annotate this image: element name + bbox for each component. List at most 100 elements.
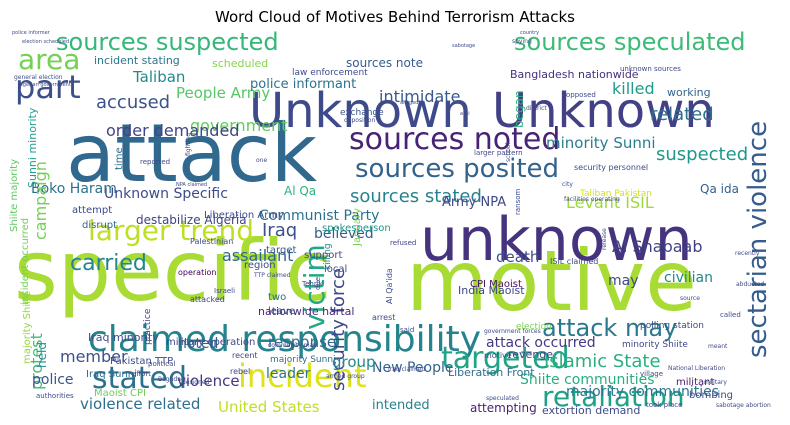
word: Shiite majority: [9, 159, 20, 232]
word: began: [512, 90, 526, 128]
word: claimed responsibility: [88, 319, 481, 360]
word: Unknown: [249, 83, 472, 139]
word: opposition: [344, 117, 375, 124]
word: Unknown Specific: [104, 186, 228, 202]
word: military operation: [166, 337, 255, 348]
word: sources stated: [350, 186, 482, 207]
word: recently: [735, 250, 760, 257]
word: intended: [372, 398, 430, 413]
word: general election: [14, 74, 63, 81]
word: TTP claimed: [253, 272, 291, 279]
word: Baghdad: [158, 376, 185, 383]
word: may: [608, 273, 639, 289]
word: due: [314, 277, 322, 290]
word: Iraq: [262, 220, 297, 241]
word: speculated: [486, 395, 519, 402]
word: response: [268, 333, 336, 351]
word: carried: [70, 251, 147, 276]
word: majority Shiite: [22, 291, 33, 364]
word: spokesperson: [322, 223, 391, 234]
word: Qa ida: [700, 182, 739, 196]
word: suspected: [656, 144, 748, 165]
word: group: [332, 353, 376, 371]
word: Liberation Army: [204, 210, 284, 221]
word: Bangladesh nationwide: [510, 68, 639, 81]
word: military: [704, 379, 727, 386]
word: police informant: [250, 77, 356, 92]
word: one: [256, 157, 267, 164]
word: effort: [132, 370, 151, 378]
word: majority Sunni: [270, 355, 336, 365]
word: called: [720, 311, 741, 319]
word: source: [680, 295, 700, 302]
word: stated: [92, 361, 187, 396]
word: specific: [14, 222, 331, 320]
word: held: [35, 342, 49, 368]
word: revenge: [508, 348, 553, 361]
word: took place: [646, 401, 682, 409]
word: sources posited: [355, 154, 559, 184]
word: attack may: [542, 314, 677, 342]
word: Boko Haram: [31, 181, 117, 197]
word: local: [324, 264, 347, 275]
word: sabotage: [452, 43, 475, 49]
word: unknown sources: [620, 65, 681, 73]
word: attack: [66, 107, 318, 200]
word: attempt: [72, 205, 112, 216]
word: victim: [298, 244, 331, 330]
word: Shiite communities: [520, 372, 655, 388]
word: Al Shabaab: [612, 237, 703, 256]
word: minority Shiite: [622, 340, 688, 350]
word: January: [352, 208, 363, 247]
word: district: [526, 105, 547, 112]
word: Iraq minority: [88, 331, 159, 344]
word: extortion demand: [542, 404, 640, 417]
word: nationwide hartal: [258, 305, 354, 318]
word: India Maoist: [458, 284, 525, 297]
word: target: [266, 245, 296, 256]
word: area: [18, 43, 80, 76]
word: militant: [676, 377, 714, 388]
word: Taliban Pakistan: [579, 189, 652, 199]
word: minority Sunni: [546, 134, 656, 152]
word: incident stating: [94, 54, 180, 67]
word: related: [650, 104, 714, 125]
word: Al Qa: [284, 184, 316, 198]
word: Iraq Sunni: [86, 369, 137, 380]
word: abducted: [736, 281, 764, 288]
word: scheduled: [212, 57, 268, 70]
word: refused: [390, 239, 416, 247]
word: sources suspected: [56, 28, 279, 56]
word: Iraq claimed: [388, 366, 425, 373]
word: Taliban: [132, 68, 185, 86]
word: campaign: [31, 161, 50, 240]
word: New People: [372, 360, 454, 376]
word: order demanded: [106, 121, 239, 140]
word: political: [148, 360, 175, 368]
word: government forces: [484, 328, 541, 335]
word: support: [304, 250, 342, 261]
word: exchange: [340, 108, 384, 118]
word: Unknown: [492, 83, 715, 139]
word: Army NPA: [442, 195, 506, 210]
word: National Liberation: [668, 365, 725, 372]
word: time: [114, 147, 125, 170]
word: said: [400, 326, 414, 334]
word: believed: [314, 226, 374, 242]
word: assailant: [222, 246, 293, 265]
word: armed group: [326, 373, 365, 380]
word: operation: [178, 268, 216, 277]
word: working: [667, 86, 711, 99]
word: Liberation Front: [448, 366, 535, 379]
word: two: [268, 292, 286, 303]
word: government: [190, 116, 288, 135]
word: sectarian violence: [743, 121, 773, 358]
word: disrupt: [82, 220, 117, 231]
word: People Army: [176, 84, 270, 102]
word: NPA claimed: [176, 182, 207, 188]
word: member: [60, 347, 128, 366]
word: police: [32, 372, 74, 388]
word: community may: [268, 342, 317, 349]
word: Levant ISIL: [566, 193, 654, 212]
